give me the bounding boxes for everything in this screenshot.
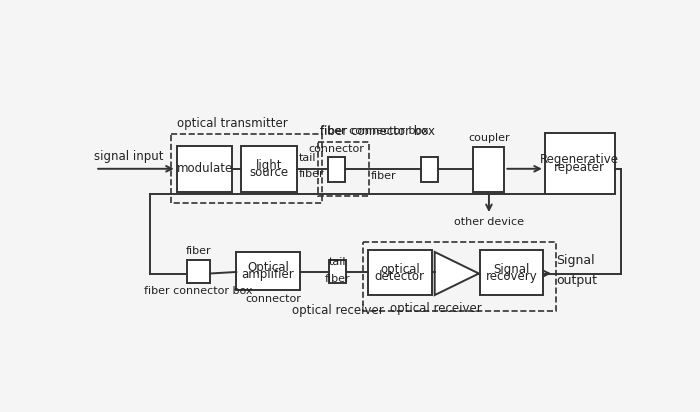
- Text: Regenerative: Regenerative: [540, 153, 619, 166]
- Text: detector: detector: [374, 270, 425, 283]
- Text: fiber: fiber: [370, 171, 396, 181]
- Text: optical transmitter: optical transmitter: [176, 117, 288, 130]
- Text: Optical: Optical: [247, 261, 289, 274]
- Bar: [480, 250, 543, 295]
- Bar: [176, 146, 232, 192]
- Text: fiber: fiber: [325, 274, 351, 284]
- Text: tail: tail: [298, 153, 316, 164]
- Text: fiber: fiber: [186, 246, 211, 256]
- Bar: [329, 260, 346, 283]
- Text: connector: connector: [246, 293, 302, 304]
- Text: Signal: Signal: [556, 253, 595, 267]
- Bar: [368, 250, 432, 295]
- Text: light: light: [256, 159, 282, 172]
- Bar: [328, 157, 345, 182]
- Text: tail: tail: [329, 258, 346, 267]
- Text: output: output: [556, 274, 597, 286]
- Text: modulate: modulate: [176, 162, 232, 175]
- Text: recovery: recovery: [486, 270, 538, 283]
- Text: amplifier: amplifier: [241, 268, 295, 281]
- Text: repeater: repeater: [554, 161, 605, 173]
- Bar: [172, 134, 322, 204]
- Text: optical: optical: [380, 262, 420, 276]
- Text: Signal: Signal: [494, 262, 530, 276]
- Bar: [421, 157, 438, 182]
- Bar: [363, 242, 556, 311]
- Bar: [473, 147, 505, 192]
- Bar: [318, 142, 369, 196]
- Bar: [187, 260, 210, 283]
- Text: fiber connector box: fiber connector box: [320, 125, 435, 138]
- Text: coupler: coupler: [468, 133, 510, 143]
- Bar: [237, 252, 300, 290]
- Text: source: source: [249, 166, 288, 179]
- Text: fiber connector box: fiber connector box: [320, 126, 428, 136]
- Text: optical receiver: optical receiver: [390, 302, 482, 315]
- Bar: [545, 133, 615, 194]
- Text: fiber connector box: fiber connector box: [144, 286, 253, 296]
- Text: fiber: fiber: [298, 169, 324, 179]
- Text: optical receiver: optical receiver: [292, 304, 384, 317]
- Bar: [241, 146, 297, 192]
- Polygon shape: [435, 252, 479, 295]
- Text: connector: connector: [308, 144, 364, 154]
- Text: signal input: signal input: [94, 150, 163, 164]
- Text: other device: other device: [454, 217, 524, 227]
